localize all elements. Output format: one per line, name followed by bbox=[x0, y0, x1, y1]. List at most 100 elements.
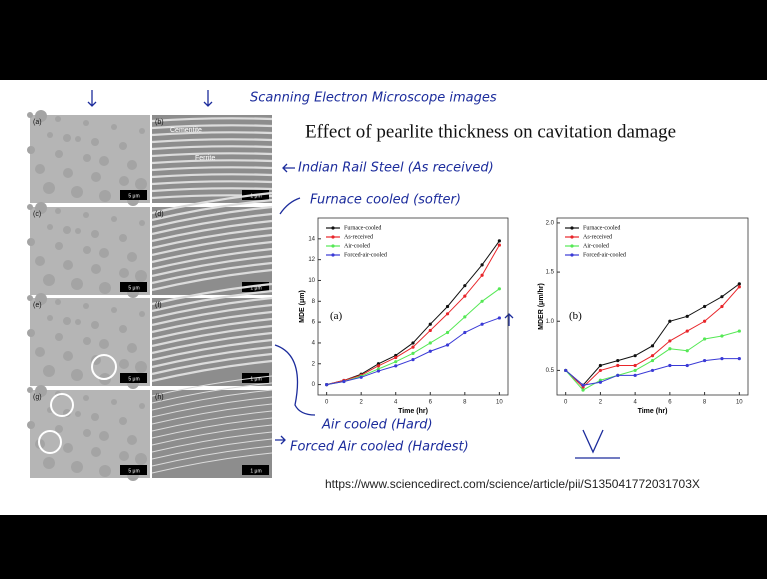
grain bbox=[75, 411, 81, 417]
lamella bbox=[151, 452, 273, 474]
grain bbox=[35, 202, 47, 214]
grain bbox=[119, 451, 129, 461]
note: Air cooled (Hard) bbox=[321, 418, 433, 433]
point bbox=[463, 284, 467, 288]
grain bbox=[99, 339, 109, 349]
y-tick-label: 2.0 bbox=[546, 220, 555, 226]
lamella bbox=[151, 205, 273, 229]
scale-box bbox=[120, 465, 147, 475]
grain bbox=[35, 293, 47, 305]
point bbox=[497, 287, 501, 291]
grain bbox=[91, 413, 99, 421]
point bbox=[616, 373, 620, 377]
grain bbox=[55, 208, 61, 214]
lamella bbox=[151, 417, 273, 439]
scale-box bbox=[120, 373, 147, 383]
lamella bbox=[151, 226, 273, 250]
grain bbox=[27, 112, 33, 118]
grain bbox=[55, 116, 61, 122]
grain bbox=[135, 178, 147, 190]
scale-label: 5 μm bbox=[128, 376, 139, 382]
grain bbox=[75, 319, 81, 325]
check bbox=[575, 429, 620, 459]
grain bbox=[127, 160, 137, 170]
y-tick-label: 12 bbox=[308, 257, 315, 263]
point bbox=[633, 363, 637, 368]
lamella bbox=[151, 173, 273, 179]
scale-label: 5 μm bbox=[128, 193, 139, 199]
grain bbox=[119, 234, 127, 242]
lamella bbox=[151, 282, 273, 306]
grain bbox=[35, 110, 47, 122]
lamella bbox=[151, 198, 273, 222]
grain bbox=[71, 186, 83, 198]
point bbox=[325, 382, 329, 387]
point bbox=[668, 339, 672, 343]
lamella bbox=[151, 152, 273, 158]
lamella bbox=[151, 131, 273, 137]
legend-label: Forced-air-cooled bbox=[583, 252, 626, 258]
grain bbox=[55, 299, 61, 305]
grain bbox=[55, 150, 63, 158]
scale-label: 1 μm bbox=[250, 376, 261, 382]
point bbox=[720, 295, 724, 299]
lamella bbox=[151, 338, 273, 362]
grain bbox=[27, 387, 33, 393]
y-tick-label: 2 bbox=[312, 361, 316, 367]
point bbox=[564, 368, 568, 373]
lamella bbox=[151, 296, 273, 320]
scale-label: 1 μm bbox=[250, 193, 261, 199]
grain bbox=[63, 226, 71, 234]
point bbox=[650, 354, 655, 358]
grain bbox=[119, 417, 127, 425]
point bbox=[411, 341, 415, 345]
grain bbox=[139, 220, 145, 226]
point bbox=[394, 360, 398, 364]
lamella bbox=[151, 180, 273, 186]
image-label: (h) bbox=[155, 394, 164, 401]
lamella bbox=[151, 138, 273, 144]
lamella bbox=[151, 289, 273, 313]
grain bbox=[127, 343, 137, 353]
point bbox=[497, 316, 501, 320]
grain bbox=[47, 132, 53, 138]
lamella bbox=[151, 212, 273, 236]
grain bbox=[27, 295, 33, 301]
point bbox=[411, 351, 415, 355]
x-axis-label: Time (hr) bbox=[398, 408, 428, 415]
grain bbox=[43, 274, 55, 286]
point bbox=[480, 322, 484, 326]
point bbox=[720, 357, 724, 361]
point bbox=[668, 347, 672, 351]
grain bbox=[83, 337, 91, 345]
image-label: (d) bbox=[155, 211, 164, 218]
slide-title: Effect of pearlite thickness on cavitati… bbox=[305, 121, 676, 142]
point bbox=[616, 358, 620, 363]
panel-label: (a) bbox=[330, 310, 343, 322]
point bbox=[445, 304, 450, 309]
grain bbox=[99, 282, 111, 294]
note: Furnace cooled (softer) bbox=[310, 193, 461, 208]
point bbox=[411, 345, 415, 349]
grain bbox=[63, 443, 73, 453]
arrow bbox=[279, 197, 301, 215]
lamella bbox=[151, 431, 273, 453]
grain bbox=[27, 329, 35, 337]
grain bbox=[35, 385, 47, 397]
scale-box bbox=[242, 465, 269, 475]
x-tick-label: 10 bbox=[736, 400, 743, 406]
grain bbox=[55, 425, 63, 433]
point bbox=[359, 375, 363, 379]
point bbox=[737, 329, 741, 333]
grain bbox=[63, 260, 73, 270]
grain bbox=[119, 359, 129, 369]
point bbox=[737, 357, 741, 361]
grain bbox=[83, 429, 91, 437]
arrow bbox=[274, 344, 316, 416]
grain bbox=[35, 164, 45, 174]
scale-label: 1 μm bbox=[250, 285, 261, 291]
legend-label: As-received bbox=[583, 234, 612, 240]
scale-box bbox=[120, 282, 147, 292]
point bbox=[702, 304, 707, 309]
